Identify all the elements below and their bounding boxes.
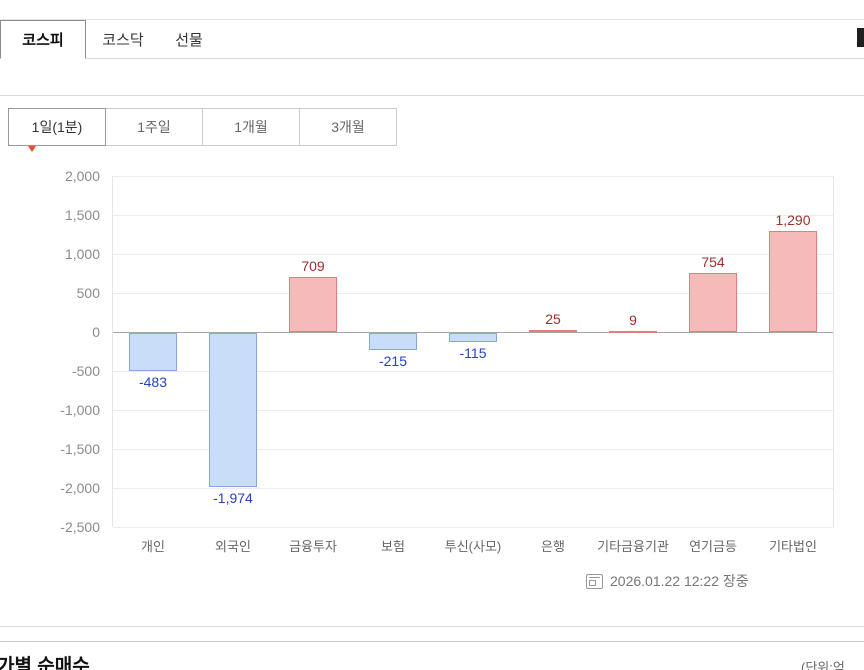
chart-timestamp: 2026.01.22 12:22 장중 <box>586 571 749 591</box>
y-tick-label: -1,000 <box>60 402 100 418</box>
bar-value-label: -115 <box>459 345 487 361</box>
gridline <box>113 488 833 489</box>
y-tick-label: -500 <box>71 363 100 379</box>
chart-plot: -483 개인 -1,974 외국인 709 금융투자 -215 보험 -115 투신(사모) 25… <box>112 176 834 554</box>
chart-bar <box>209 333 257 487</box>
gridline <box>113 293 833 294</box>
investor-trading-chart-panel: 1일(1분) 1주일 1개월 3개월 2,000 1,500 1,000 500 0 -5… <box>0 95 864 627</box>
bar-value-label: -483 <box>138 374 168 390</box>
x-category-label: 개인 <box>141 539 165 554</box>
bar-value-label: 9 <box>629 312 637 328</box>
clipped-ui-fragment <box>857 28 864 47</box>
x-category-label: 투신(사모) <box>444 539 502 554</box>
tab-futures[interactable]: 선물 <box>175 31 203 49</box>
gridline <box>113 527 833 528</box>
gridline <box>113 254 833 255</box>
bar-value-label: -1,974 <box>213 490 253 506</box>
y-tick-label: 1,000 <box>64 246 100 262</box>
gridline <box>113 176 833 177</box>
y-tick-label: -2,500 <box>60 519 100 535</box>
chart-bar <box>449 333 497 342</box>
tab-period-label: 1개월 <box>234 119 268 135</box>
tab-kospi[interactable]: 코스피 <box>0 20 86 59</box>
bar-value-label: 25 <box>545 311 561 327</box>
chart-bar <box>289 277 337 332</box>
x-category-label: 기타금융기관 <box>597 539 669 554</box>
x-category-label: 은행 <box>541 539 565 554</box>
tab-period-1day-1min[interactable]: 1일(1분) <box>8 108 106 152</box>
gridline <box>113 410 833 411</box>
tab-kosdaq[interactable]: 코스닥 <box>102 31 144 49</box>
x-category-label: 보험 <box>381 539 405 554</box>
tab-period-label: 1주일 <box>137 119 171 135</box>
tab-period-3month[interactable]: 3개월 <box>299 108 397 146</box>
gridline <box>113 371 833 372</box>
top-divider <box>0 19 864 20</box>
x-category-label: 연기금등 <box>689 539 737 554</box>
y-tick-label: 1,500 <box>64 207 100 223</box>
gridline <box>113 215 833 216</box>
y-tick-label: 500 <box>76 285 100 301</box>
bottom-divider <box>0 641 864 642</box>
bar-value-label: 709 <box>301 258 325 274</box>
chart-bar <box>529 330 577 332</box>
bar-value-label: -215 <box>378 353 408 369</box>
y-tick-label: -2,000 <box>60 480 100 496</box>
chart-bar <box>769 231 817 332</box>
section-title: 가별 순매수 <box>0 656 90 670</box>
tab-period-1month[interactable]: 1개월 <box>202 108 300 146</box>
chart-bar <box>609 331 657 333</box>
tab-period-label: 3개월 <box>331 119 365 135</box>
chart-bar <box>369 333 417 350</box>
bar-value-label: 754 <box>701 254 725 270</box>
active-tab-marker-icon <box>28 146 36 152</box>
market-tabs-divider <box>0 58 864 59</box>
tab-period-label: 1일(1분) <box>31 119 83 135</box>
chart-y-axis: 2,000 1,500 1,000 500 0 -500 -1,000 -1,500 -2,00… <box>0 168 100 535</box>
unit-label: (단위:억 <box>801 660 845 670</box>
chart-bar <box>129 333 177 371</box>
zero-axis-line <box>113 332 833 333</box>
y-tick-label: 0 <box>92 324 100 340</box>
tab-period-1week[interactable]: 1주일 <box>105 108 203 146</box>
y-tick-label: 2,000 <box>64 168 100 184</box>
bar-value-label: 1,290 <box>775 212 811 228</box>
x-category-label: 금융투자 <box>289 539 337 554</box>
chart-bar <box>689 273 737 332</box>
calendar-icon <box>586 573 603 589</box>
gridline <box>113 449 833 450</box>
x-category-label: 외국인 <box>215 539 251 554</box>
timestamp-text: 2026.01.22 12:22 장중 <box>610 573 749 589</box>
y-tick-label: -1,500 <box>60 441 100 457</box>
x-category-label: 기타법인 <box>769 539 817 554</box>
